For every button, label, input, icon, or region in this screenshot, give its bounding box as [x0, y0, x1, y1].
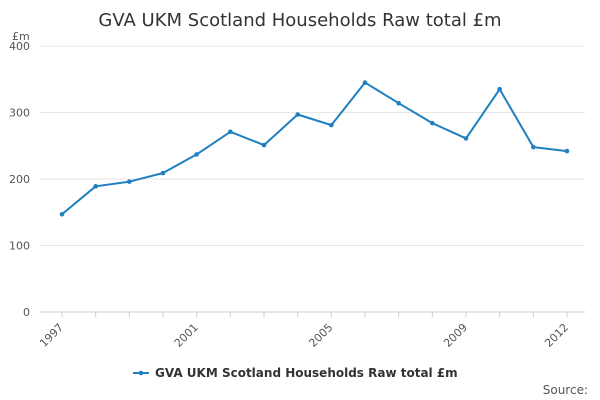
series-group: [59, 80, 570, 217]
data-point: [430, 120, 435, 126]
y-tick-label: 100: [9, 240, 30, 253]
y-axis-unit: £m: [12, 30, 30, 43]
y-tick-label: 300: [9, 107, 30, 120]
y-axis-ticks: 0 100 200 300 400: [9, 40, 30, 319]
data-point: [127, 179, 132, 184]
x-tick-label: 2005: [306, 321, 335, 350]
legend-label: GVA UKM Scotland Households Raw total £m: [155, 366, 458, 380]
data-point: [329, 122, 334, 128]
y-tick-label: 0: [23, 306, 30, 319]
data-point: [194, 152, 199, 157]
data-point: [362, 80, 368, 85]
x-axis-ticks: 1997 2001 2005 2009 2012: [37, 312, 571, 350]
legend[interactable]: GVA UKM Scotland Households Raw total £m: [133, 366, 458, 380]
source-label: Source:: [543, 383, 588, 397]
data-point: [228, 129, 233, 135]
data-point: [261, 142, 267, 148]
data-point: [531, 144, 536, 150]
data-point: [295, 112, 300, 117]
series-line: [61, 81, 568, 216]
x-tick-label: 1997: [37, 321, 66, 350]
data-point: [160, 170, 166, 176]
y-tick-label: 200: [9, 173, 30, 186]
legend-swatch-marker: [138, 370, 144, 376]
chart-title: GVA UKM Scotland Households Raw total £m: [98, 10, 501, 31]
data-point: [59, 211, 65, 217]
x-tick-label: 2009: [441, 321, 470, 350]
x-tick-label: 2001: [172, 321, 201, 350]
data-point: [396, 100, 401, 106]
x-tick-label: 2012: [542, 321, 571, 350]
data-point: [93, 184, 98, 189]
grid-lines: [40, 45, 585, 313]
y-tick-label: 400: [9, 40, 30, 53]
data-point: [463, 136, 469, 141]
data-point: [497, 86, 502, 92]
data-point: [564, 148, 570, 154]
